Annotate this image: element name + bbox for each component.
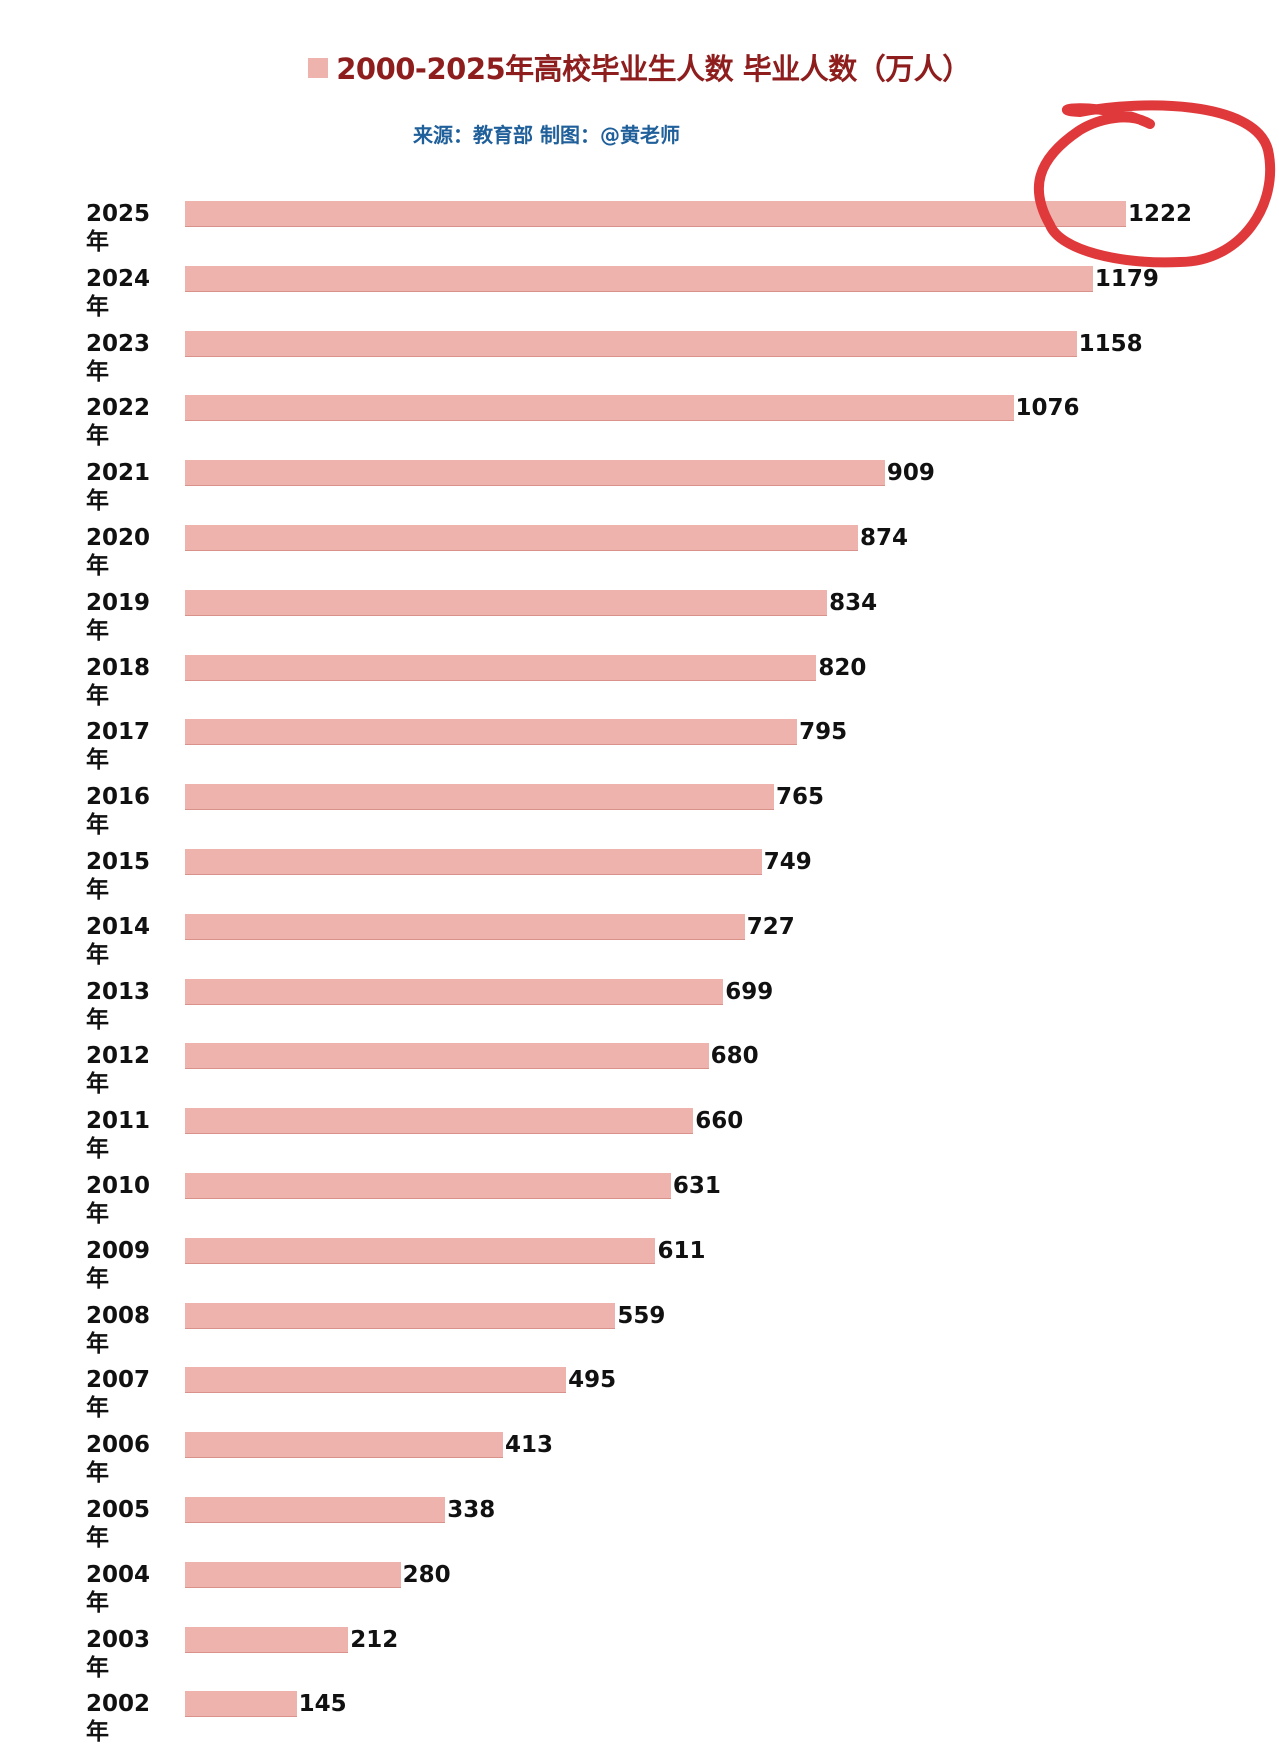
y-tick-label: 2007年 — [86, 1367, 151, 1422]
y-tick-label: 2005年 — [86, 1497, 151, 1551]
bar — [185, 1367, 567, 1394]
chart-title-text: 2000-2025年高校毕业生人数 毕业人数（万人） — [336, 52, 971, 86]
y-tick-label: 2003年 — [86, 1626, 151, 1681]
y-tick-label: 2006年 — [86, 1432, 151, 1487]
bar — [185, 525, 858, 551]
legend-swatch — [308, 58, 329, 78]
data-label: 795 — [799, 719, 848, 746]
bar — [185, 849, 762, 875]
chart-title: 2000-2025年高校毕业生人数 毕业人数（万人） — [0, 46, 1279, 88]
bar — [185, 784, 775, 811]
y-tick-label: 2016年 — [86, 784, 151, 839]
data-label: 280 — [402, 1561, 451, 1588]
bar — [185, 978, 724, 1005]
data-label: 212 — [350, 1626, 399, 1653]
bar — [185, 913, 745, 940]
data-label: 765 — [776, 784, 825, 811]
y-tick-label: 2011年 — [86, 1108, 151, 1163]
data-label: 1179 — [1094, 265, 1159, 292]
y-tick-label: 2022年 — [86, 395, 151, 450]
data-label: 749 — [763, 849, 812, 875]
bar — [185, 1626, 349, 1653]
y-tick-label: 2020年 — [86, 525, 151, 579]
data-label: 559 — [617, 1302, 666, 1329]
bar — [185, 1432, 503, 1459]
bar — [185, 719, 798, 746]
data-label: 495 — [568, 1367, 617, 1394]
bar — [185, 265, 1093, 292]
bar — [185, 201, 1126, 227]
bar — [185, 460, 885, 487]
data-label: 874 — [859, 525, 908, 551]
y-tick-label: 2010年 — [86, 1173, 151, 1227]
y-tick-label: 2008年 — [86, 1302, 151, 1357]
data-label: 145 — [298, 1691, 347, 1718]
data-label: 820 — [818, 654, 867, 681]
bar — [185, 654, 817, 681]
data-label: 338 — [447, 1497, 496, 1523]
bar — [185, 1108, 694, 1135]
bar — [185, 1237, 656, 1264]
bar — [185, 1561, 401, 1588]
data-label: 611 — [657, 1237, 706, 1264]
bar — [185, 589, 828, 616]
data-label: 660 — [695, 1108, 744, 1135]
data-label: 699 — [725, 978, 774, 1005]
y-tick-label: 2019年 — [86, 589, 151, 644]
data-label: 727 — [746, 913, 795, 940]
data-label: 631 — [672, 1173, 721, 1199]
y-tick-label: 2023年 — [86, 330, 151, 385]
data-label: 1158 — [1078, 330, 1143, 357]
data-label: 413 — [505, 1432, 554, 1459]
data-label: 1222 — [1127, 201, 1192, 227]
y-tick-label: 2021年 — [86, 460, 151, 515]
data-label: 834 — [829, 589, 878, 616]
bar — [185, 1173, 671, 1199]
y-tick-label: 2012年 — [86, 1043, 151, 1098]
bar — [185, 1302, 616, 1329]
y-tick-label: 2014年 — [86, 913, 151, 968]
y-tick-label: 2002年 — [86, 1691, 151, 1746]
bar — [185, 1043, 709, 1070]
y-tick-label: 2017年 — [86, 719, 151, 774]
y-tick-label: 2024年 — [86, 265, 151, 320]
data-label: 909 — [886, 460, 935, 487]
bar — [185, 330, 1077, 357]
bar — [185, 395, 1014, 422]
y-tick-label: 2015年 — [86, 849, 151, 903]
chart-subtitle: 来源：教育部 制图：@黄老师 — [413, 123, 680, 147]
data-label: 680 — [710, 1043, 759, 1070]
y-tick-label: 2013年 — [86, 978, 151, 1033]
y-tick-label: 2004年 — [86, 1561, 151, 1616]
y-tick-label: 2018年 — [86, 654, 151, 709]
y-tick-label: 2009年 — [86, 1237, 151, 1292]
bar — [185, 1497, 446, 1523]
y-tick-label: 2025年 — [86, 201, 151, 255]
bar — [185, 1691, 297, 1718]
data-label: 1076 — [1015, 395, 1080, 422]
